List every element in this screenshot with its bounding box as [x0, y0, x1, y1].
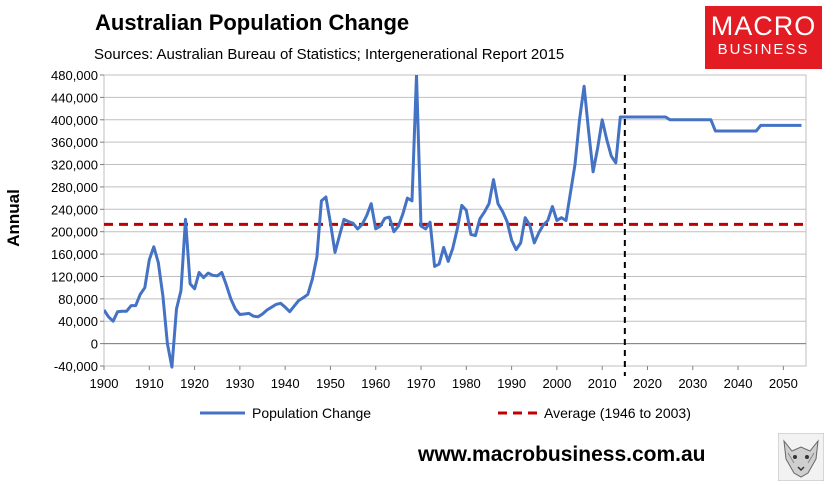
wolf-logo-icon — [778, 433, 824, 481]
x-tick-label: 1970 — [407, 376, 436, 391]
x-tick-label: 2000 — [542, 376, 571, 391]
y-tick-label: 200,000 — [51, 225, 98, 240]
legend-label-average: Average (1946 to 2003) — [544, 405, 691, 421]
y-tick-label: 0 — [91, 337, 98, 352]
logo-line-2: BUSINESS — [717, 41, 810, 58]
y-tick-label: 120,000 — [51, 269, 98, 284]
x-tick-label: 1940 — [271, 376, 300, 391]
x-tick-label: 1930 — [225, 376, 254, 391]
y-tick-label: 160,000 — [51, 247, 98, 262]
chart-subtitle: Sources: Australian Bureau of Statistics… — [94, 46, 565, 63]
x-tick-label: 1950 — [316, 376, 345, 391]
x-tick-label: 2040 — [724, 376, 753, 391]
x-tick-label: 1990 — [497, 376, 526, 391]
y-tick-label: 320,000 — [51, 158, 98, 173]
x-tick-label: 2010 — [588, 376, 617, 391]
x-tick-label: 1910 — [135, 376, 164, 391]
legend-label-population: Population Change — [252, 405, 371, 421]
macrobusiness-logo: MACRO BUSINESS — [705, 6, 822, 69]
x-tick-label: 1980 — [452, 376, 481, 391]
y-tick-label: 240,000 — [51, 202, 98, 217]
x-tick-label: 2050 — [769, 376, 798, 391]
x-tick-label: 1900 — [90, 376, 119, 391]
x-tick-label: 1920 — [180, 376, 209, 391]
y-tick-label: 40,000 — [58, 314, 98, 329]
population-change-line — [104, 75, 802, 369]
logo-line-1: MACRO — [710, 11, 817, 41]
y-tick-label: 480,000 — [51, 68, 98, 83]
x-tick-label: 2020 — [633, 376, 662, 391]
x-tick-label: 2030 — [678, 376, 707, 391]
y-tick-label: 360,000 — [51, 135, 98, 150]
x-tick-label: 1960 — [361, 376, 390, 391]
y-tick-label: -40,000 — [54, 359, 98, 374]
y-tick-label: 400,000 — [51, 113, 98, 128]
chart-title: Australian Population Change — [95, 10, 410, 35]
website-url: www.macrobusiness.com.au — [418, 443, 706, 466]
y-tick-label: 80,000 — [58, 292, 98, 307]
y-tick-label: 280,000 — [51, 180, 98, 195]
y-tick-label: 440,000 — [51, 90, 98, 105]
